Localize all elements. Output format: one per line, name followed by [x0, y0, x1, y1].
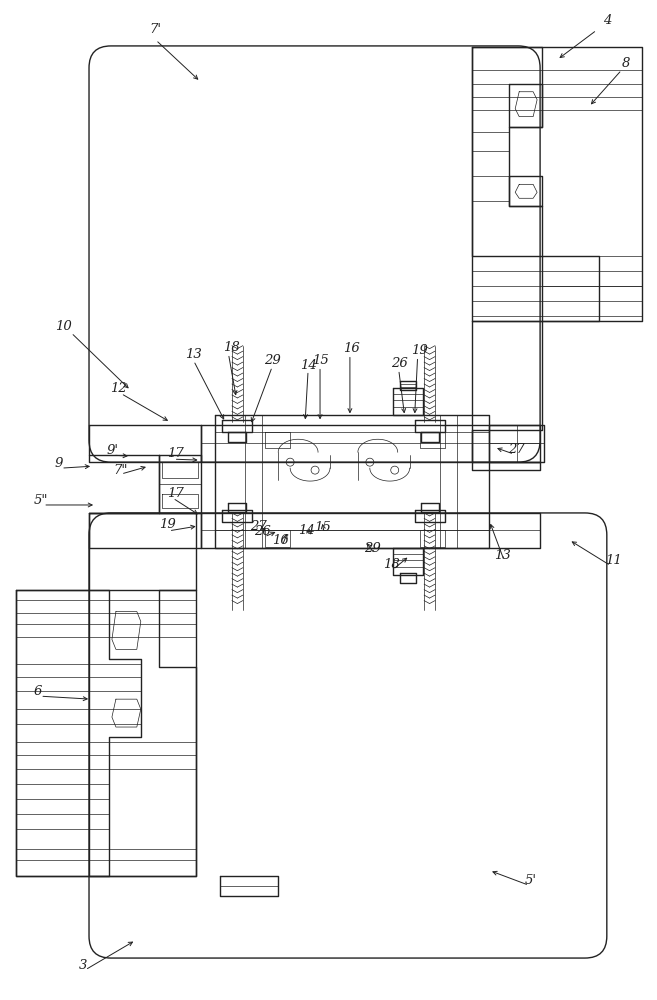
Text: 7': 7' [150, 23, 162, 36]
Text: 18: 18 [223, 341, 240, 354]
Text: 5": 5" [34, 493, 49, 506]
Text: 5': 5' [525, 874, 537, 887]
Text: 9: 9 [55, 457, 63, 470]
Text: 7": 7" [114, 464, 128, 477]
FancyBboxPatch shape [89, 513, 607, 958]
Text: 19: 19 [411, 344, 428, 357]
Text: 13: 13 [185, 348, 202, 361]
Text: 29: 29 [264, 354, 281, 367]
Text: 11: 11 [605, 554, 622, 567]
FancyBboxPatch shape [89, 46, 540, 462]
Text: 3: 3 [79, 959, 87, 972]
Text: 19: 19 [159, 518, 176, 531]
Text: 9': 9' [107, 444, 119, 457]
Text: 26: 26 [254, 525, 271, 538]
Text: 29: 29 [365, 542, 381, 555]
Text: 6: 6 [34, 685, 43, 698]
Text: 15: 15 [313, 521, 330, 534]
Text: 16: 16 [272, 534, 288, 547]
Text: 16: 16 [344, 342, 360, 355]
Text: 17: 17 [168, 487, 184, 500]
Text: 14: 14 [298, 524, 315, 537]
Text: 27: 27 [250, 520, 267, 533]
Text: 17: 17 [168, 447, 184, 460]
Text: 14: 14 [300, 359, 317, 372]
Text: 18: 18 [383, 558, 400, 571]
Text: 10: 10 [55, 320, 72, 333]
Text: 4: 4 [602, 14, 611, 27]
Text: 15: 15 [311, 354, 328, 367]
Text: 26: 26 [392, 357, 408, 370]
Text: 13: 13 [494, 549, 510, 562]
Text: 8: 8 [622, 57, 630, 70]
Text: 27: 27 [508, 443, 524, 456]
Text: 12: 12 [110, 382, 127, 395]
